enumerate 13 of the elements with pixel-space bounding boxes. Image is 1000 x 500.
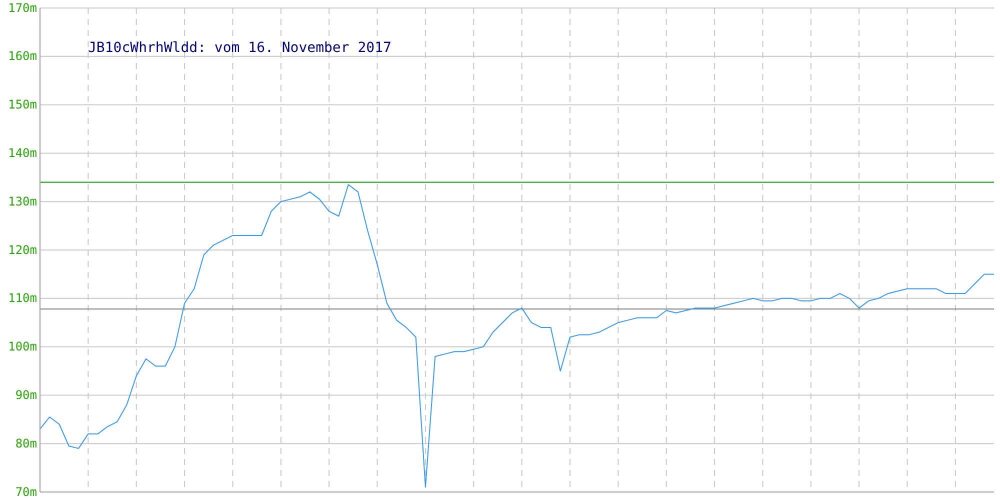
y-tick-label: 130m xyxy=(8,194,37,208)
y-tick-label: 150m xyxy=(8,98,37,112)
y-tick-label: 110m xyxy=(8,291,37,306)
y-tick-label: 90m xyxy=(15,388,37,402)
y-tick-label: 120m xyxy=(8,242,37,257)
text: JB10cWhrhWldd: vom 16. November 2017 xyxy=(88,40,392,56)
y-tick-label: 160m xyxy=(8,49,37,64)
y-tick-label: 140m xyxy=(8,146,37,160)
y-tick-label: 170m xyxy=(8,0,37,15)
y-tick-label: 100m xyxy=(8,340,37,354)
line-series xyxy=(40,184,994,488)
y-tick-label: 70m xyxy=(15,484,37,499)
y-tick-label: 80m xyxy=(15,436,37,450)
